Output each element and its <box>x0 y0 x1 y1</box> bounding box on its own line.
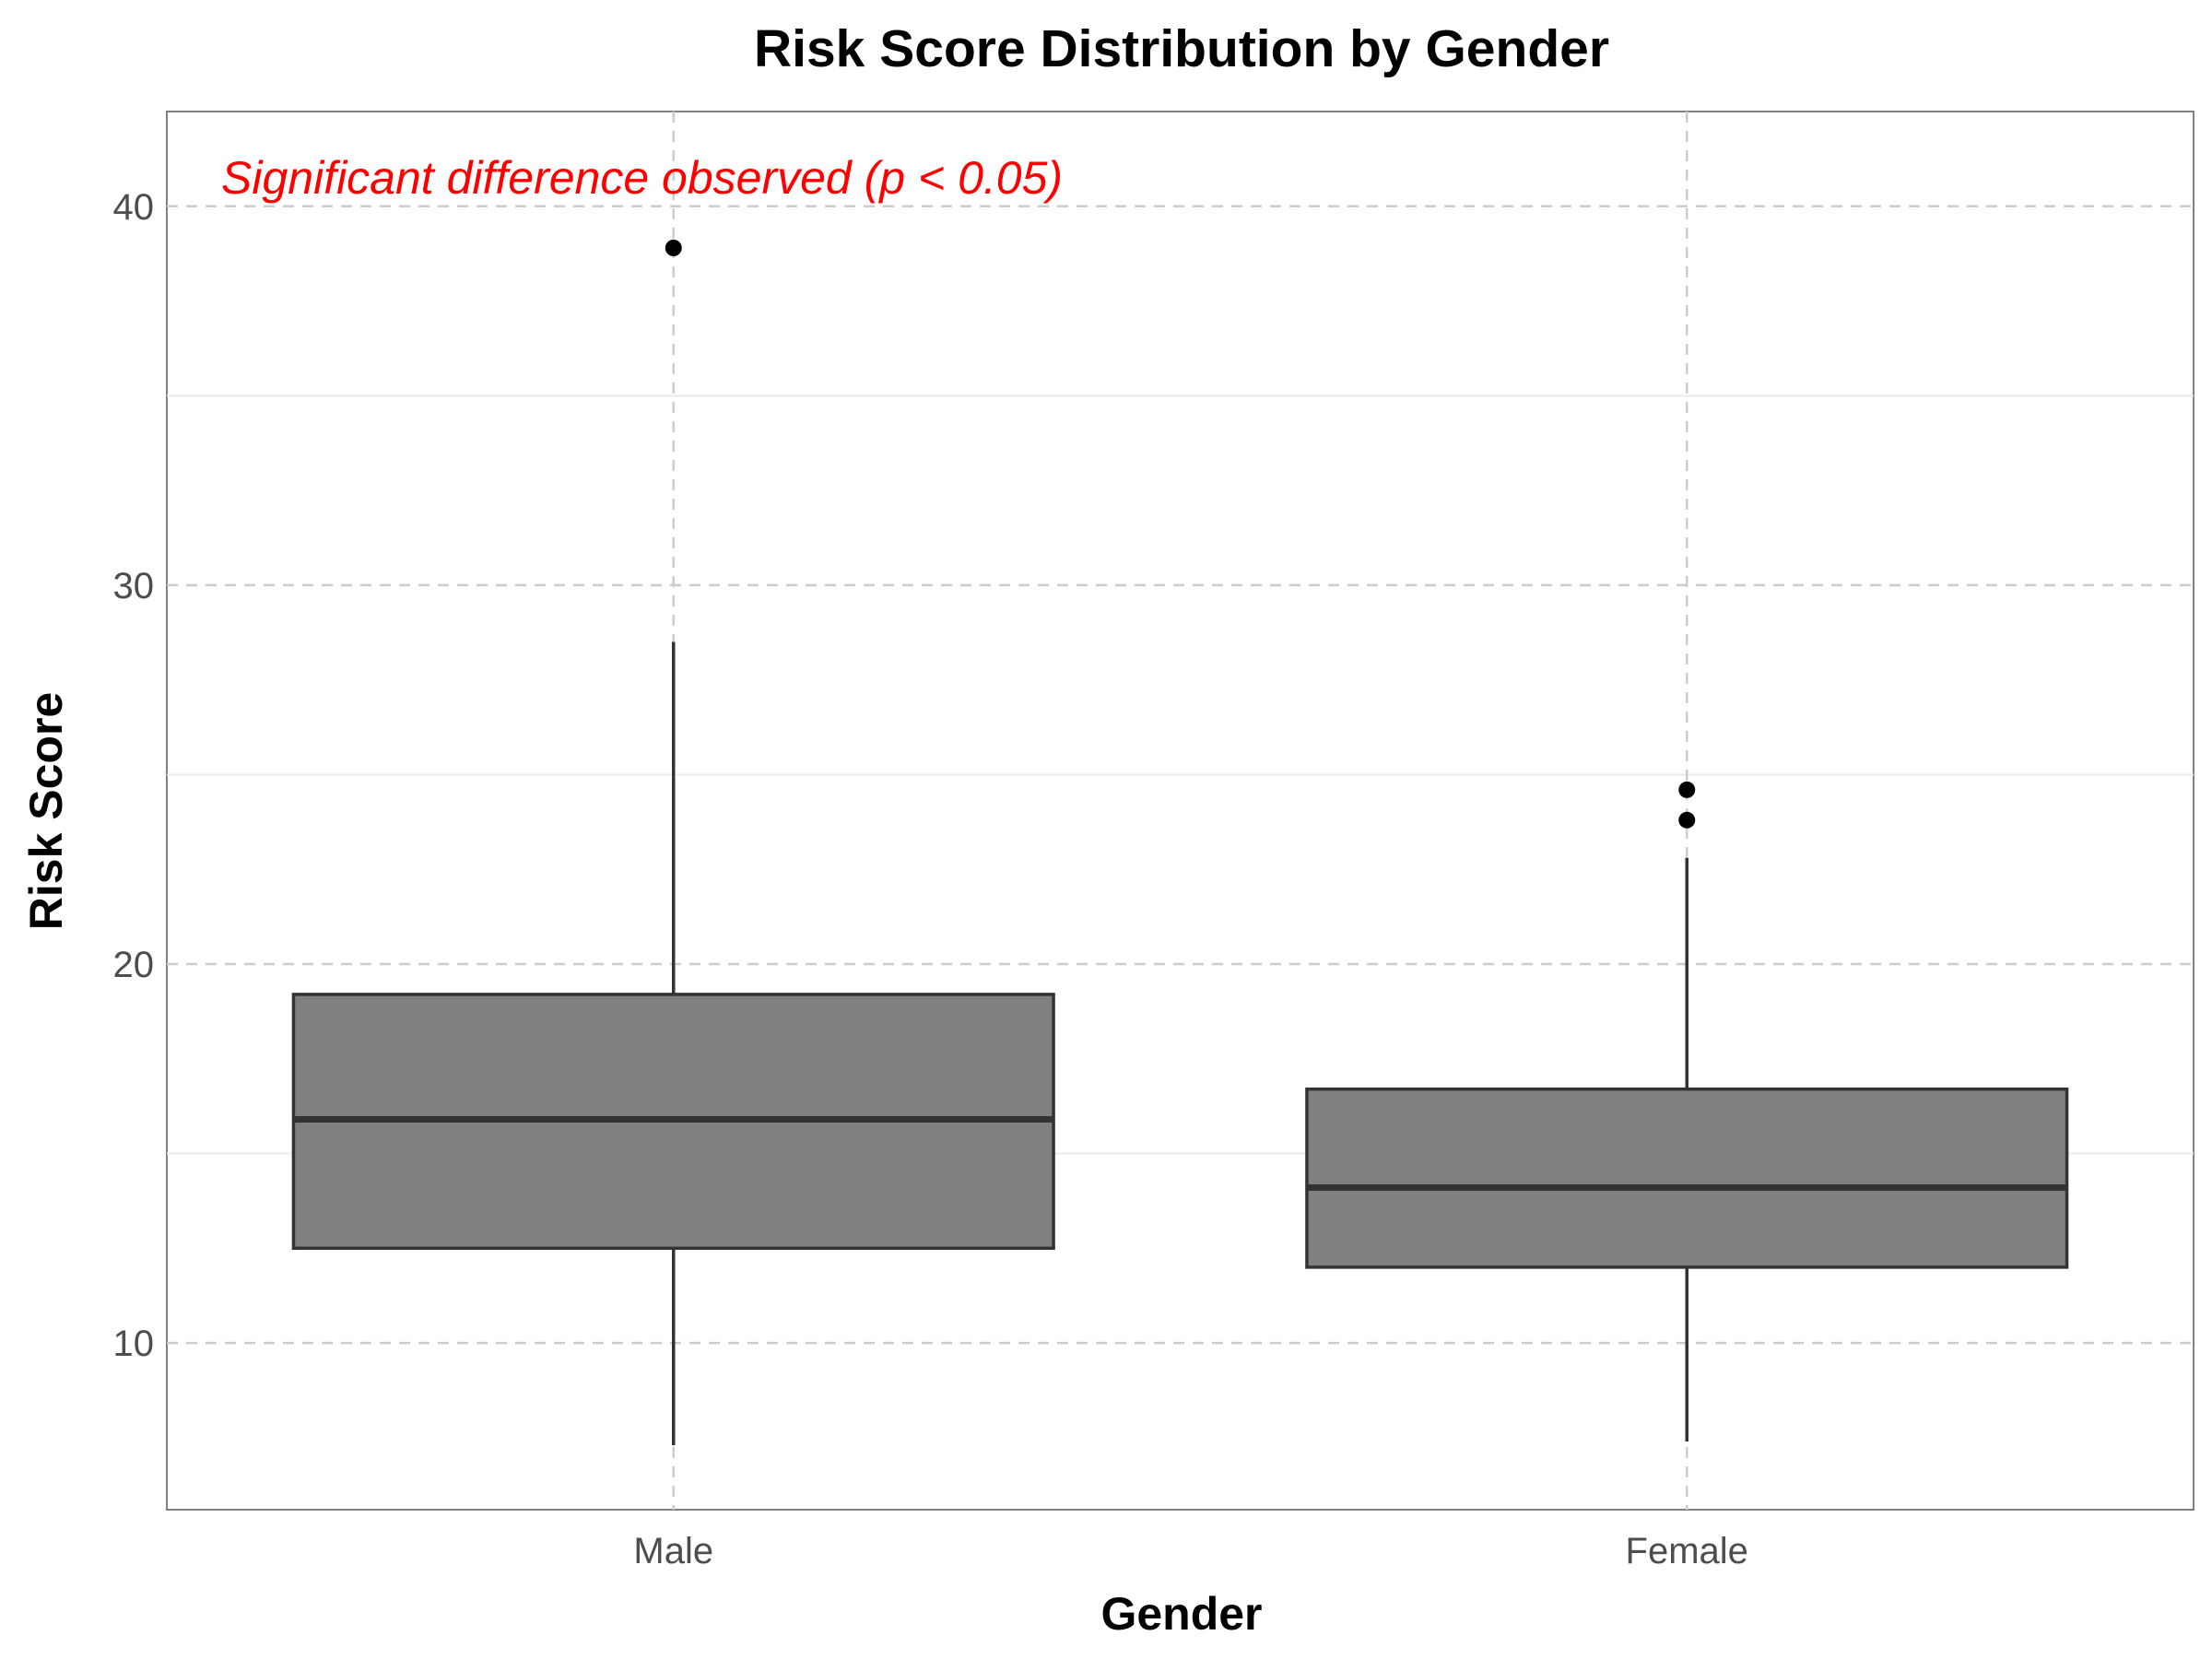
outlier-point <box>665 240 682 256</box>
y-tick-label: 20 <box>113 945 155 985</box>
y-tick-label: 10 <box>113 1324 155 1364</box>
interquartile-box <box>1305 1087 2069 1269</box>
box-female <box>1305 781 2069 1441</box>
outlier-point <box>1678 811 1696 829</box>
significance-annotation: Significant difference observed (p < 0.0… <box>221 152 1063 204</box>
outlier-point <box>1678 781 1696 798</box>
tick-labels: 10 20 30 40 Male Female <box>113 187 1748 1571</box>
chart-title: Risk Score Distribution by Gender <box>754 19 1609 78</box>
x-tick-label: Male <box>633 1531 713 1571</box>
x-tick-label: Female <box>1626 1531 1748 1571</box>
y-axis-title: Risk Score <box>20 692 72 930</box>
plot-panel <box>166 111 2194 1511</box>
x-axis-title: Gender <box>1100 1588 1262 1640</box>
grid-lines <box>167 112 2194 1510</box>
y-tick-label: 30 <box>113 566 155 606</box>
boxes-layer <box>291 240 2069 1446</box>
y-tick-label: 40 <box>113 187 155 228</box>
box-male <box>291 240 1055 1446</box>
